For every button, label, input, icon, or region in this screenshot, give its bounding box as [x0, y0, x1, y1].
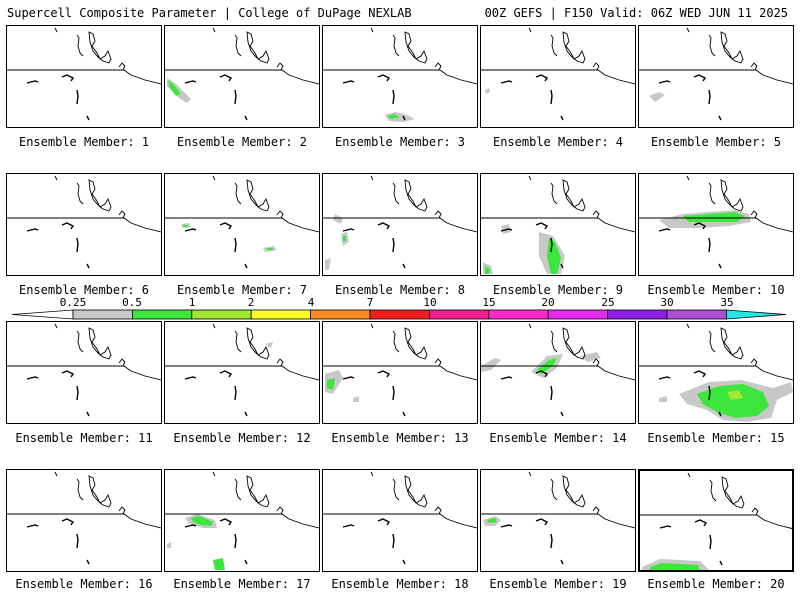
colorbar-swatch [131, 309, 193, 320]
ensemble-map-6 [7, 175, 161, 269]
colorbar-swatch [666, 309, 727, 320]
ensemble-map-11 [7, 323, 161, 417]
colorbar-label: 10 [423, 296, 437, 309]
colorbar-swatch [428, 309, 490, 320]
colorbar-swatch [547, 309, 609, 320]
colorbar-label: 0.5 [122, 296, 142, 309]
ensemble-panel-8[interactable] [322, 173, 478, 276]
member-caption-10: Ensemble Member: 10 [647, 283, 785, 297]
ensemble-map-14 [481, 323, 635, 417]
ensemble-panel-13[interactable] [322, 321, 478, 424]
colorbar [11, 309, 787, 320]
colorbar-swatch [488, 309, 549, 320]
ensemble-map-5 [639, 27, 793, 121]
colorbar-label: 1 [188, 296, 196, 309]
ensemble-panel-12[interactable] [164, 321, 320, 424]
member-caption-9: Ensemble Member: 9 [492, 283, 624, 297]
ensemble-map-4 [481, 27, 635, 121]
colorbar-label: 2 [247, 296, 255, 309]
colorbar-label: 20 [541, 296, 555, 309]
member-caption-18: Ensemble Member: 18 [331, 577, 469, 591]
ensemble-panel-2[interactable] [164, 25, 320, 128]
member-caption-17: Ensemble Member: 17 [173, 577, 311, 591]
colorbar-swatch [191, 309, 252, 320]
member-caption-19: Ensemble Member: 19 [489, 577, 627, 591]
ensemble-map-8 [323, 175, 477, 270]
member-caption-11: Ensemble Member: 11 [15, 431, 153, 445]
colorbar-label: 25 [601, 296, 615, 309]
ensemble-panel-1[interactable] [6, 25, 162, 128]
ensemble-map-12 [165, 323, 319, 417]
colorbar-label: 30 [660, 296, 674, 309]
member-caption-13: Ensemble Member: 13 [331, 431, 469, 445]
member-caption-3: Ensemble Member: 3 [334, 135, 466, 149]
colorbar-label: 4 [307, 296, 315, 309]
member-caption-20: Ensemble Member: 20 [647, 577, 785, 591]
member-caption-1: Ensemble Member: 1 [18, 135, 150, 149]
colorbar-label: 15 [482, 296, 496, 309]
page-title: Supercell Composite Parameter | College … [7, 6, 412, 20]
colorbar-swatch [369, 309, 430, 320]
ensemble-panel-7[interactable] [164, 173, 320, 276]
member-caption-7: Ensemble Member: 7 [176, 283, 308, 297]
ensemble-panel-19[interactable] [480, 469, 636, 572]
colorbar-low-arrow [11, 309, 74, 320]
colorbar-swatch [310, 309, 371, 320]
colorbar-swatch [607, 309, 668, 320]
member-caption-6: Ensemble Member: 6 [18, 283, 150, 297]
ensemble-map-9 [481, 175, 635, 274]
colorbar-label: 7 [366, 296, 374, 309]
ensemble-panel-20[interactable] [638, 469, 794, 572]
member-caption-2: Ensemble Member: 2 [176, 135, 308, 149]
ensemble-map-10 [639, 175, 793, 269]
colorbar-high-arrow [726, 309, 787, 320]
ensemble-map-15 [639, 323, 793, 422]
ensemble-map-13 [323, 323, 477, 417]
member-caption-5: Ensemble Member: 5 [650, 135, 782, 149]
ensemble-panel-6[interactable] [6, 173, 162, 276]
ensemble-map-3 [323, 27, 477, 122]
member-caption-4: Ensemble Member: 4 [492, 135, 624, 149]
ensemble-panel-4[interactable] [480, 25, 636, 128]
ensemble-map-18 [323, 471, 477, 565]
ensemble-panel-10[interactable] [638, 173, 794, 276]
member-caption-14: Ensemble Member: 14 [489, 431, 627, 445]
ensemble-map-17 [165, 471, 319, 570]
ensemble-panel-15[interactable] [638, 321, 794, 424]
colorbar-swatch [250, 309, 311, 320]
ensemble-panel-16[interactable] [6, 469, 162, 572]
ensemble-map-16 [7, 471, 161, 565]
colorbar-label: 0.25 [59, 296, 87, 309]
member-caption-12: Ensemble Member: 12 [173, 431, 311, 445]
ensemble-panel-18[interactable] [322, 469, 478, 572]
ensemble-map-7 [165, 175, 319, 269]
member-caption-16: Ensemble Member: 16 [15, 577, 153, 591]
ensemble-map-2 [165, 27, 319, 121]
ensemble-map-19 [481, 471, 635, 565]
colorbar-swatch [72, 309, 133, 320]
member-caption-15: Ensemble Member: 15 [647, 431, 785, 445]
ensemble-map-20 [640, 472, 792, 570]
ensemble-panel-11[interactable] [6, 321, 162, 424]
member-caption-8: Ensemble Member: 8 [334, 283, 466, 297]
ensemble-panel-9[interactable] [480, 173, 636, 276]
run-info: 00Z GEFS | F150 Valid: 06Z WED JUN 11 20… [484, 6, 788, 20]
ensemble-panel-17[interactable] [164, 469, 320, 572]
ensemble-panel-3[interactable] [322, 25, 478, 128]
ensemble-panel-5[interactable] [638, 25, 794, 128]
ensemble-map-1 [7, 27, 161, 121]
ensemble-panel-14[interactable] [480, 321, 636, 424]
colorbar-label: 35 [720, 296, 734, 309]
